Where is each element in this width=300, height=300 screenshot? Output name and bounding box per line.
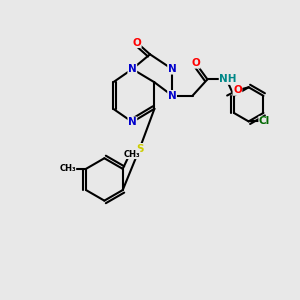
Text: N: N (128, 117, 137, 127)
Text: NH: NH (219, 74, 237, 84)
Text: Cl: Cl (259, 116, 270, 126)
Text: O: O (233, 85, 242, 95)
Text: N: N (168, 64, 176, 74)
Text: S: S (136, 143, 143, 154)
Text: CH₃: CH₃ (123, 150, 140, 159)
Text: N: N (128, 64, 137, 74)
Text: O: O (132, 38, 141, 47)
Text: N: N (168, 91, 176, 100)
Text: CH₃: CH₃ (59, 164, 76, 173)
Text: O: O (191, 58, 200, 68)
